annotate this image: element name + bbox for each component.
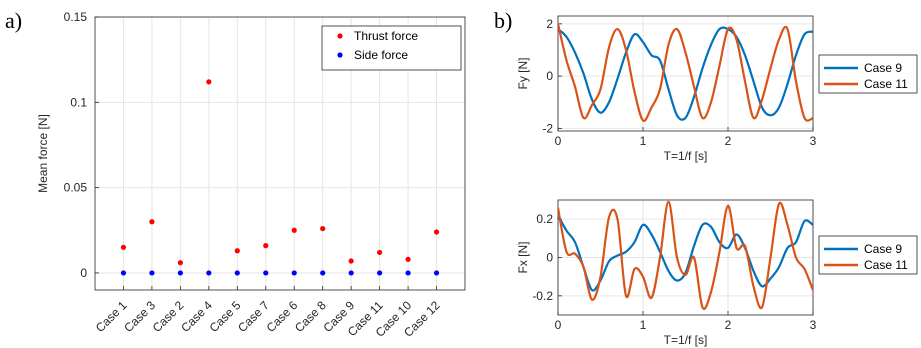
legend-label: Case 9 xyxy=(864,242,902,256)
side-force-point xyxy=(177,270,183,276)
y-tick-label: 2 xyxy=(546,17,553,31)
thrust-force-point xyxy=(149,219,155,225)
side-force-point xyxy=(433,270,440,276)
thrust-force-point xyxy=(377,249,383,256)
x-axis-label: T=1/f [s] xyxy=(664,333,708,347)
side-force-point xyxy=(377,270,383,276)
legend-marker xyxy=(337,52,343,58)
legend-label: Thrust force xyxy=(354,29,418,43)
legend-box xyxy=(321,25,462,71)
thrust-force-point xyxy=(120,244,127,250)
x-tick-label: 1 xyxy=(640,134,647,148)
x-tick-label: 1 xyxy=(640,318,647,332)
thrust-force-point xyxy=(263,243,269,249)
side-force-point xyxy=(263,270,269,276)
side-force-point xyxy=(206,270,212,276)
side-force-point xyxy=(320,270,326,276)
x-tick-label: 2 xyxy=(725,134,732,148)
x-tick-label: 0 xyxy=(555,318,562,332)
y-tick-label: 0 xyxy=(80,266,87,280)
thrust-force-point xyxy=(234,248,240,254)
series-line-case-11 xyxy=(558,200,813,310)
legend-label: Case 11 xyxy=(864,77,908,91)
legend-marker xyxy=(337,33,343,39)
thrust-force-point xyxy=(405,256,411,262)
thrust-force-point xyxy=(433,229,440,235)
legend-panel-b-top: Case 9 Case 11 xyxy=(818,54,918,94)
x-axis-label: T=1/f [s] xyxy=(664,149,708,163)
y-tick-label: 0 xyxy=(546,251,553,265)
panel-label-b: b) xyxy=(494,8,512,33)
series-line-case-9 xyxy=(558,26,813,121)
legend-box xyxy=(818,235,918,275)
y-tick-label: 0 xyxy=(546,69,553,83)
x-tick-label: 2 xyxy=(725,318,732,332)
thrust-force-point xyxy=(348,258,354,264)
side-force-point xyxy=(120,270,127,276)
x-tick-label: 3 xyxy=(810,134,817,148)
y-tick-label: 0.1 xyxy=(70,95,87,109)
side-force-point xyxy=(234,270,240,276)
side-force-point xyxy=(291,270,297,276)
legend-label: Case 9 xyxy=(864,61,902,75)
y-axis-label: Fx [N] xyxy=(516,242,530,274)
thrust-force-point xyxy=(206,79,212,85)
y-tick-label: -0.2 xyxy=(532,289,553,303)
legend-panel-a: Thrust force Side force xyxy=(321,25,462,71)
y-tick-label: 0.15 xyxy=(64,10,88,24)
side-force-point xyxy=(149,270,155,276)
legend-label: Case 11 xyxy=(864,258,908,272)
y-tick-label: 0.05 xyxy=(64,181,88,195)
panel-label-a: a) xyxy=(5,8,22,33)
axes-box xyxy=(94,16,466,291)
thrust-force-point xyxy=(320,225,326,232)
y-tick-label: -2 xyxy=(542,121,553,135)
thrust-force-point xyxy=(291,227,297,233)
side-force-point xyxy=(405,270,411,276)
x-tick-label: 0 xyxy=(555,134,562,148)
y-tick-label: 0.2 xyxy=(536,212,553,226)
y-axis-label: Mean force [N] xyxy=(36,114,50,193)
legend-box xyxy=(818,54,918,94)
series-line-case-11 xyxy=(558,23,813,123)
chart-panel-b-bottom: 0 1 2 3 -0.2 0 0.2 T=1/f [s] Fx [N] Case 9 Case 11 xyxy=(516,199,918,347)
x-tick-label: 3 xyxy=(810,318,817,332)
y-axis-label: Fy [N] xyxy=(516,58,530,90)
legend-label: Side force xyxy=(354,48,408,62)
legend-panel-b-bottom: Case 9 Case 11 xyxy=(818,235,918,275)
thrust-force-point xyxy=(177,260,183,266)
axes-box xyxy=(557,15,814,132)
side-force-point xyxy=(348,270,354,276)
